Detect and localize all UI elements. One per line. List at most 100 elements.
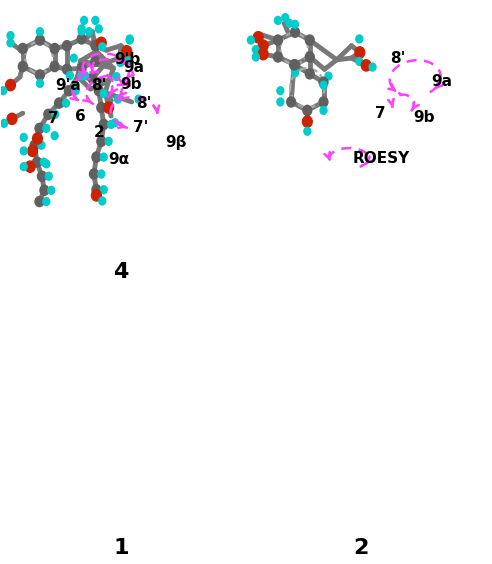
Circle shape [5,80,15,91]
Circle shape [45,172,52,180]
Circle shape [35,35,44,45]
Circle shape [81,16,88,24]
Circle shape [304,127,311,135]
Circle shape [277,98,284,106]
Circle shape [125,52,132,60]
Circle shape [78,25,85,33]
Text: 9'b: 9'b [114,52,140,67]
Circle shape [40,185,49,195]
Circle shape [274,35,282,45]
Circle shape [40,158,47,166]
Circle shape [35,196,44,206]
Circle shape [91,56,100,66]
Circle shape [70,54,77,62]
Text: 9a: 9a [431,74,452,89]
Circle shape [356,58,363,65]
Circle shape [104,102,114,113]
Circle shape [100,90,107,98]
Circle shape [51,132,58,140]
Text: 9α: 9α [108,152,129,167]
Circle shape [43,160,50,168]
Circle shape [290,60,299,70]
Circle shape [92,16,99,24]
Circle shape [50,61,59,72]
Circle shape [369,63,376,71]
Circle shape [100,153,107,161]
Circle shape [52,111,59,118]
Circle shape [43,197,50,205]
Circle shape [306,69,314,79]
Circle shape [55,98,63,108]
Text: 9'a: 9'a [56,78,81,92]
Circle shape [105,138,112,146]
Circle shape [88,73,97,83]
Text: ROESY: ROESY [352,151,409,166]
Text: 8': 8' [390,51,406,65]
Circle shape [306,35,314,45]
Circle shape [247,36,254,44]
Circle shape [7,32,14,39]
Circle shape [100,186,107,193]
Circle shape [48,186,55,194]
Circle shape [135,95,142,103]
Circle shape [64,86,73,96]
Circle shape [20,147,27,155]
Circle shape [112,119,119,127]
Text: 8': 8' [91,78,106,92]
Circle shape [252,53,259,61]
Circle shape [258,49,268,60]
Text: 9b: 9b [413,109,435,125]
Circle shape [113,73,120,81]
Circle shape [325,72,332,80]
Text: 1: 1 [113,537,128,558]
Circle shape [91,41,100,51]
Text: 7: 7 [374,105,385,121]
Text: 8': 8' [136,95,152,111]
Circle shape [98,170,105,178]
Circle shape [282,14,289,21]
Circle shape [25,161,35,172]
Circle shape [320,107,327,114]
Circle shape [20,163,27,170]
Circle shape [32,157,41,168]
Text: 9a: 9a [123,60,145,74]
Circle shape [252,46,259,54]
Circle shape [7,113,17,125]
Text: 6: 6 [75,108,86,124]
Circle shape [99,43,106,51]
Circle shape [72,87,79,95]
Circle shape [37,171,46,181]
Circle shape [86,28,92,36]
Circle shape [36,80,43,87]
Circle shape [320,81,327,89]
Text: 2: 2 [354,537,369,558]
Circle shape [291,27,300,37]
Circle shape [99,197,106,205]
Circle shape [286,19,293,27]
Circle shape [126,35,133,43]
Circle shape [18,61,27,72]
Circle shape [361,60,371,71]
Circle shape [277,87,284,95]
Circle shape [125,57,132,65]
Circle shape [62,99,69,107]
Circle shape [95,25,102,33]
Circle shape [274,52,282,62]
Circle shape [77,63,86,73]
Circle shape [92,152,101,162]
Circle shape [253,32,263,43]
Circle shape [275,16,281,24]
Circle shape [94,86,103,96]
Circle shape [62,41,71,51]
Circle shape [92,190,101,201]
Circle shape [108,121,115,129]
Circle shape [287,97,296,107]
Circle shape [78,72,85,80]
Circle shape [97,136,106,147]
Circle shape [32,133,42,144]
Circle shape [319,97,328,107]
Circle shape [78,27,85,35]
Text: 9β: 9β [166,135,187,150]
Circle shape [7,39,14,47]
Circle shape [82,72,89,80]
